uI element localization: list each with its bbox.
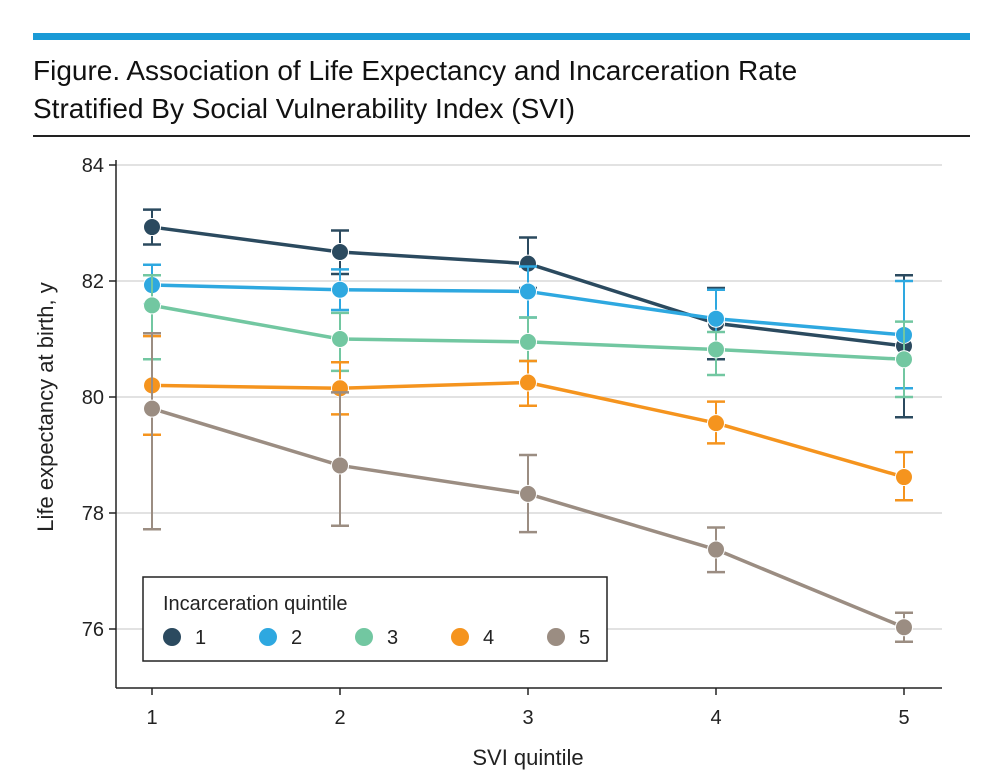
legend-title: Incarceration quintile (163, 593, 348, 615)
x-tick-label-1: 1 (146, 707, 157, 729)
x-axis-title: SVI quintile (472, 745, 583, 770)
y-tick-label-76: 76 (82, 619, 104, 641)
x-tick-label-3: 3 (522, 707, 533, 729)
series-layer (143, 208, 913, 644)
figure-title: Figure. Association of Life Expectancy a… (33, 52, 970, 128)
legend-marker-4 (451, 628, 469, 646)
x-tick-label-4: 4 (710, 707, 721, 729)
title-rule (33, 135, 970, 137)
legend-label-5: 5 (579, 627, 590, 649)
series-3 (143, 273, 913, 399)
point-4-3 (519, 373, 537, 392)
point-1-2 (331, 243, 349, 261)
point-5-2 (331, 456, 349, 475)
series-5 (143, 331, 913, 644)
point-2-3 (519, 282, 537, 301)
point-4-4 (707, 414, 725, 433)
point-5-3 (519, 484, 537, 503)
x-tick-label-2: 2 (334, 707, 345, 729)
legend-label-1: 1 (195, 627, 206, 649)
point-3-2 (331, 330, 349, 348)
x-tick-label-5: 5 (898, 707, 909, 729)
legend: Incarceration quintile 1 2 3 4 5 (142, 576, 608, 662)
axis-layer: 76 78 80 82 84 1 2 3 4 5 SVI quintile Life expectan… (33, 155, 942, 770)
legend-box (142, 576, 608, 662)
y-axis-title: Life expectancy at birth, y (33, 282, 58, 531)
top-accent-rule (33, 33, 970, 40)
point-5-5 (895, 618, 913, 637)
legend-marker-2 (259, 628, 277, 646)
point-5-4 (707, 540, 725, 559)
point-3-1 (143, 296, 161, 315)
legend-label-3: 3 (387, 627, 398, 649)
point-3-4 (707, 340, 725, 359)
figure-title-line-2: Stratified By Social Vulnerability Index… (33, 93, 576, 124)
y-tick-label-84: 84 (82, 155, 104, 177)
legend-label-4: 4 (483, 627, 494, 649)
point-1-1 (143, 218, 161, 237)
legend-marker-5 (547, 628, 565, 646)
point-3-5 (895, 350, 913, 369)
point-5-1 (143, 399, 161, 418)
series-1 (143, 208, 913, 419)
y-tick-label-82: 82 (82, 271, 104, 293)
legend-marker-1 (163, 628, 181, 646)
legend-marker-3 (355, 628, 373, 646)
legend-label-2: 2 (291, 627, 302, 649)
point-4-5 (895, 468, 913, 487)
y-tick-label-80: 80 (82, 387, 104, 409)
point-3-3 (519, 332, 537, 351)
y-tick-label-78: 78 (82, 503, 104, 525)
point-2-2 (331, 280, 349, 299)
series-2 (143, 263, 913, 390)
point-2-4 (707, 309, 725, 328)
figure-title-line-1: Figure. Association of Life Expectancy a… (33, 55, 798, 86)
